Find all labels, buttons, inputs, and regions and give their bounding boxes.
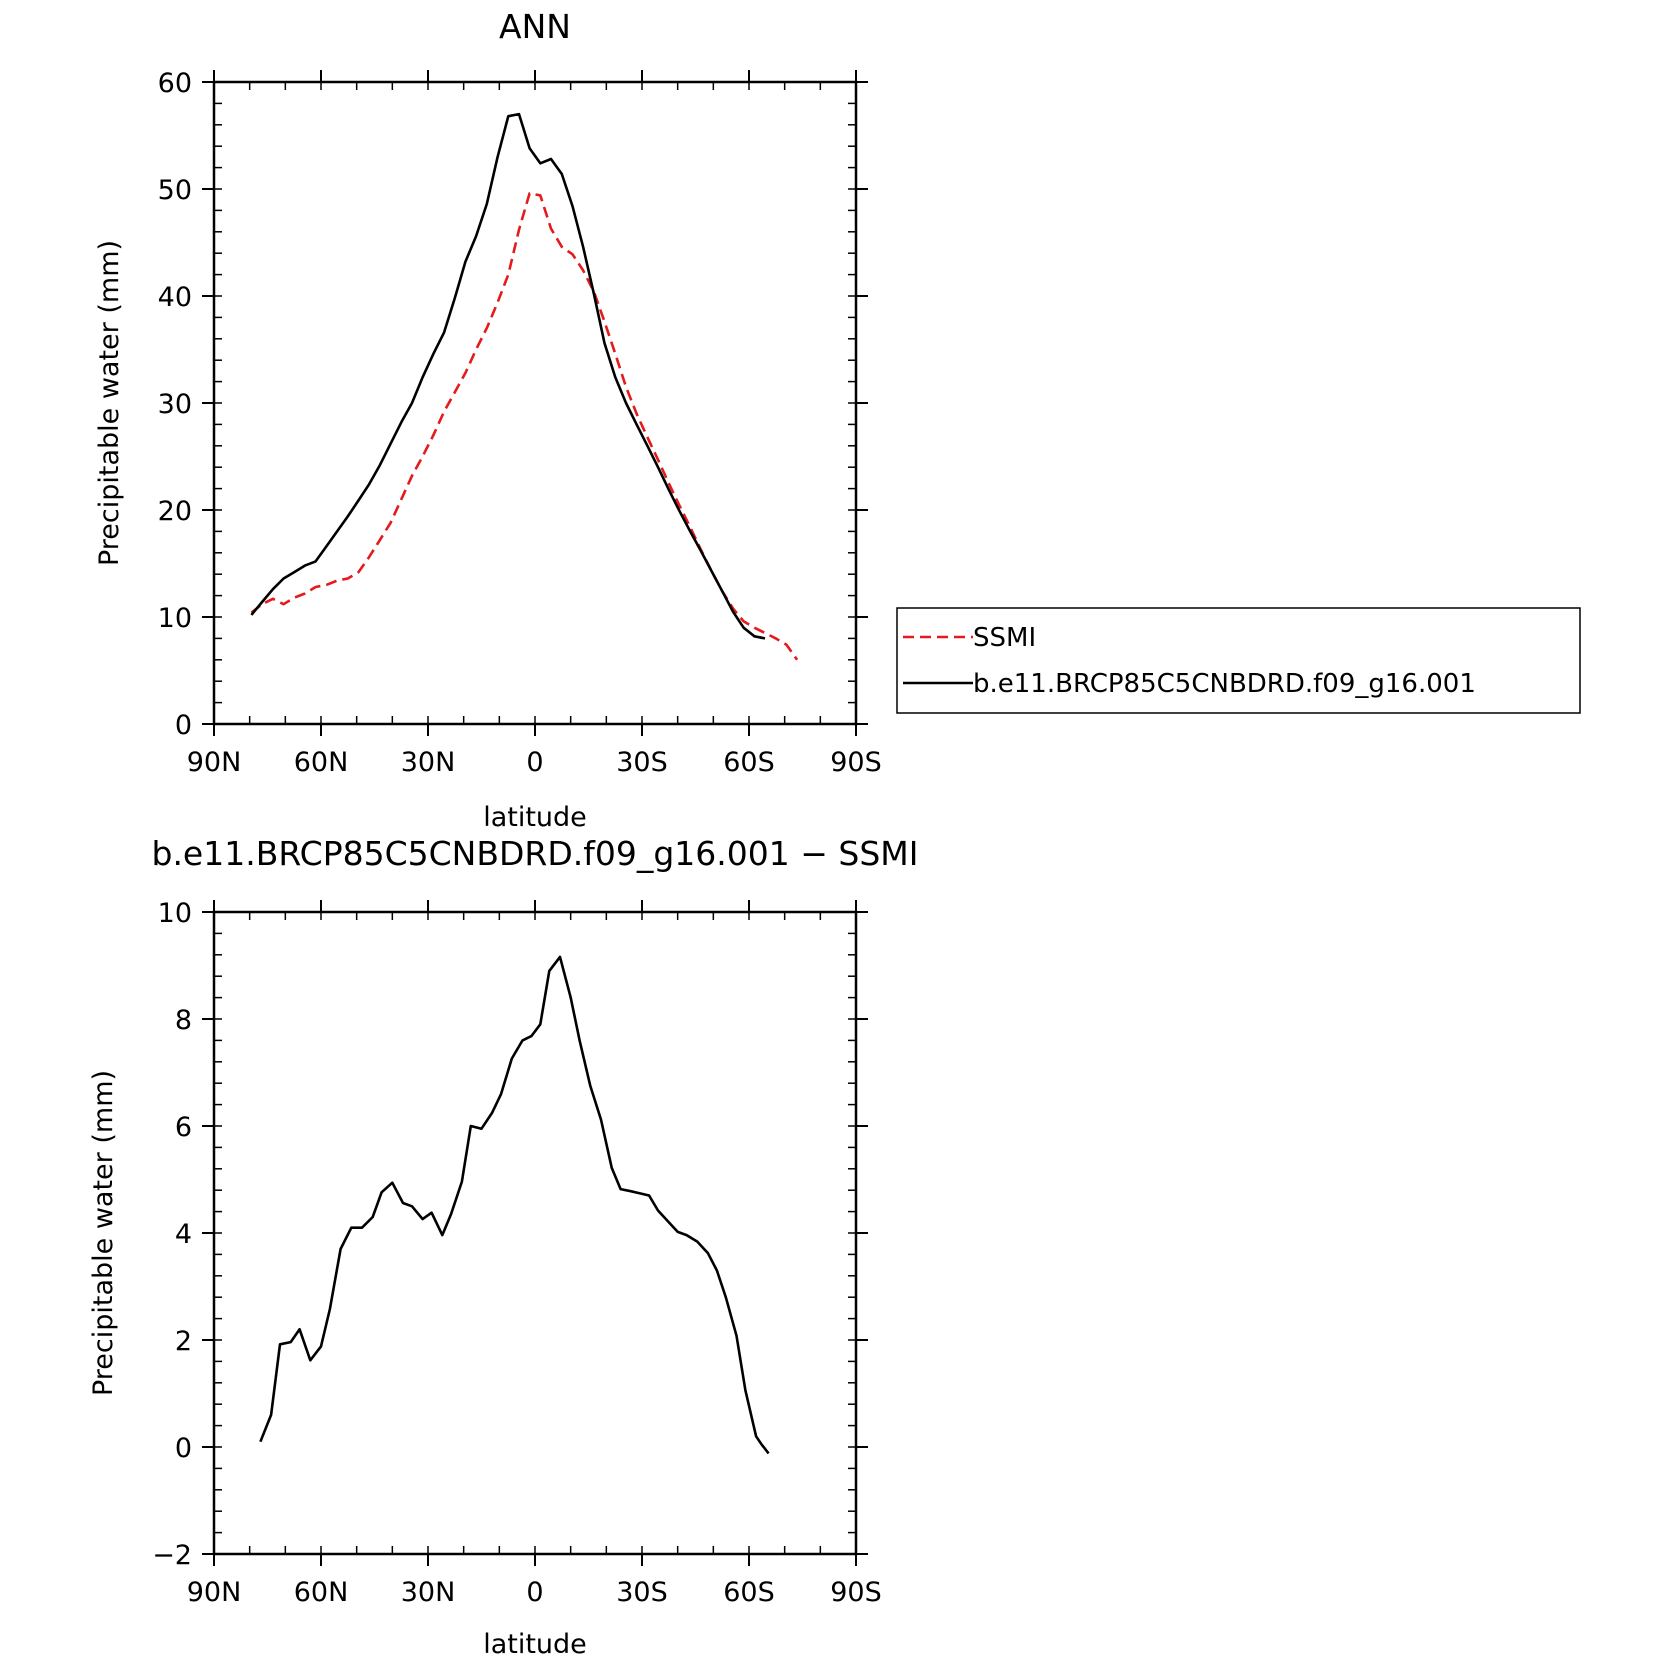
y-tick-label: 8 xyxy=(175,1005,192,1036)
y-tick-label: 4 xyxy=(175,1219,192,1250)
top-panel-marks: 90N 60N 30N 0 30S 60S 90S 0 10 20 30 40 50 60 xyxy=(158,68,882,778)
y-tick-label: 40 xyxy=(158,282,192,313)
y-tick-label: 10 xyxy=(158,898,192,929)
top-panel: ANN 90N 60N 30N 0 30S 60S 90S 0 10 20 30 40 50 60 lat… xyxy=(94,7,882,833)
top-x-axis-label: latitude xyxy=(483,802,587,833)
y-tick-label: 0 xyxy=(175,710,192,741)
x-tick-label: 30N xyxy=(401,747,456,778)
y-tick-label: 30 xyxy=(158,389,192,420)
x-tick-label: 0 xyxy=(526,747,543,778)
bottom-panel-title: b.e11.BRCP85C5CNBDRD.f09_g16.001 − SSMI xyxy=(152,834,919,873)
x-tick-label: 0 xyxy=(526,1577,543,1608)
legend-label-model: b.e11.BRCP85C5CNBDRD.f09_g16.001 xyxy=(973,669,1476,699)
x-tick-label: 30S xyxy=(616,1577,668,1608)
y-tick-label: 50 xyxy=(158,175,192,206)
x-tick-label: 90S xyxy=(830,747,882,778)
x-tick-label: 90N xyxy=(187,1577,242,1608)
series-line-model xyxy=(259,955,770,1455)
x-tick-label: 60S xyxy=(723,1577,775,1608)
legend-label-ssmi: SSMI xyxy=(973,623,1036,653)
legend-box xyxy=(896,607,1581,714)
y-tick-label: 6 xyxy=(175,1112,192,1143)
top-plot-frame xyxy=(212,80,858,726)
x-tick-label: 30N xyxy=(401,1577,456,1608)
bottom-x-axis-label: latitude xyxy=(483,1629,587,1660)
y-tick-label: 60 xyxy=(158,68,192,99)
y-tick-label: 2 xyxy=(175,1326,192,1357)
legend: SSMI b.e11.BRCP85C5CNBDRD.f09_g16.001 xyxy=(896,607,1581,714)
x-tick-label: 60N xyxy=(294,747,349,778)
top-y-axis-label: Precipitable water (mm) xyxy=(94,240,125,566)
x-tick-label: 60N xyxy=(294,1577,349,1608)
bottom-plot-frame xyxy=(212,910,858,1556)
bottom-panel-marks: 90N 60N 30N 0 30S 60S 90S −2 0 2 4 6 8 10 xyxy=(152,898,882,1608)
x-tick-label: 90S xyxy=(830,1577,882,1608)
x-tick-label: 90N xyxy=(187,747,242,778)
x-tick-label: 60S xyxy=(723,747,775,778)
y-tick-label: 20 xyxy=(158,496,192,527)
y-tick-label: −2 xyxy=(152,1540,192,1571)
series-line-model xyxy=(250,112,766,640)
bottom-panel: b.e11.BRCP85C5CNBDRD.f09_g16.001 − SSMI … xyxy=(88,834,918,1660)
y-tick-label: 10 xyxy=(158,603,192,634)
y-tick-label: 0 xyxy=(175,1433,192,1464)
bottom-y-axis-label: Precipitable water (mm) xyxy=(88,1070,119,1396)
x-tick-label: 30S xyxy=(616,747,668,778)
series-line-ssmi xyxy=(250,192,799,661)
top-panel-title: ANN xyxy=(499,7,571,46)
